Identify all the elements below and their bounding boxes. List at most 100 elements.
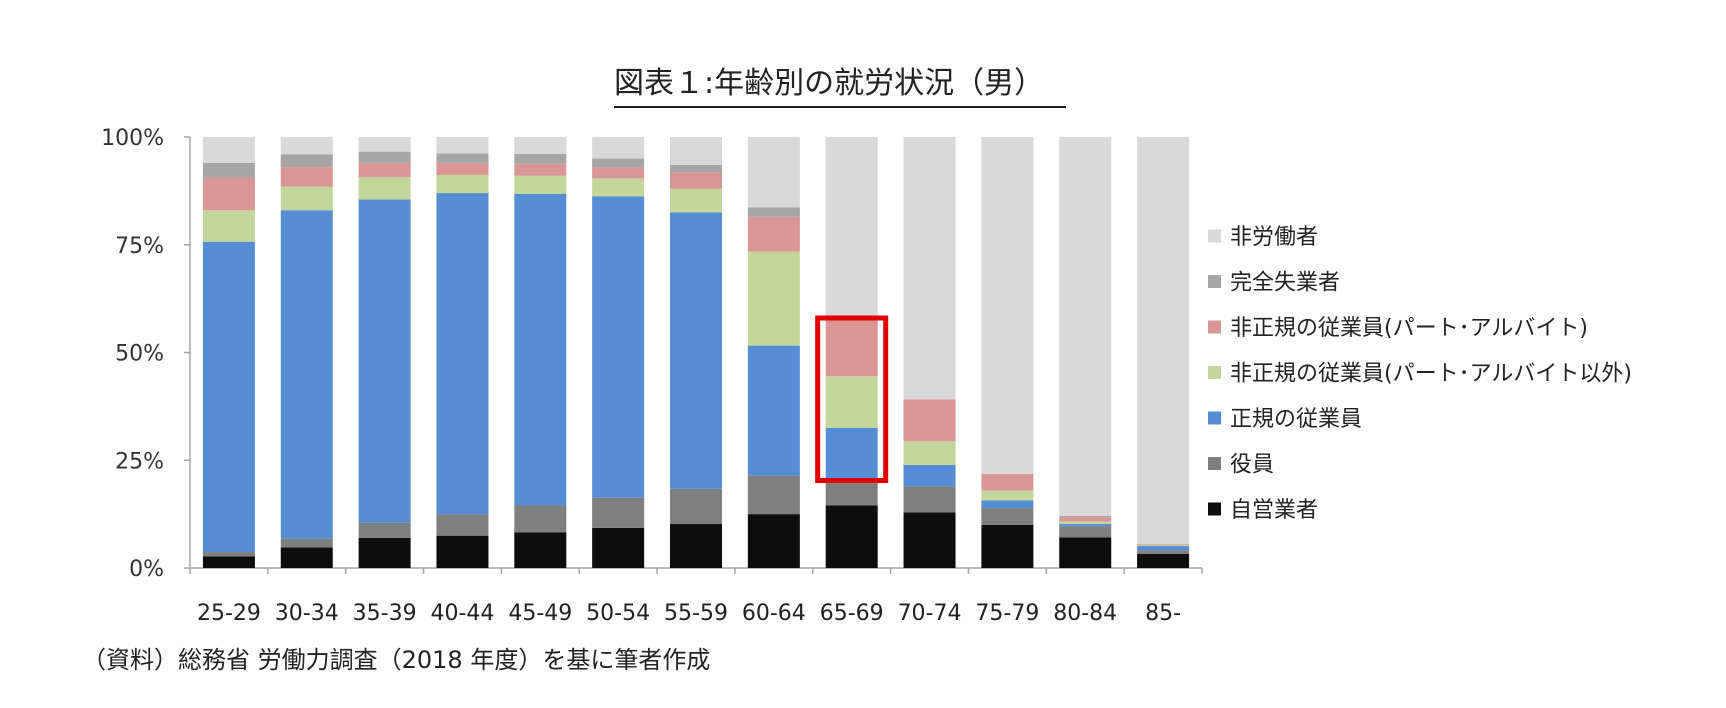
bar-segment [592,497,645,528]
bar-segment [1137,546,1190,551]
bar-segment [358,537,411,568]
bar-segment [1059,526,1112,538]
bar-stack-55-59 [670,137,722,568]
bar-segment [358,151,411,163]
legend-item: 非正規の従業員(パート･アルバイト) [1208,316,1588,341]
bar-segment [592,196,645,498]
bar-segment [981,474,1034,491]
bar-segment [903,512,956,568]
legend-label: 役員 [1230,453,1274,478]
bar-segment [825,480,878,506]
bar-segment [436,153,489,163]
legend-label: 非正規の従業員(パート･アルバイト以外) [1230,362,1632,387]
bar-segment [747,514,800,568]
legend-item: 非労働者 [1208,225,1318,250]
bar-segment [514,505,567,533]
bar-segment [747,475,800,515]
legend-label: 自営業者 [1230,498,1318,523]
legend-label: 非労働者 [1230,225,1318,250]
legend-label: 完全失業者 [1230,271,1340,296]
bar-segment [670,137,722,166]
bar-segment [1059,521,1112,525]
bar-segment [1137,553,1190,568]
bar-stack-70-74 [903,137,956,568]
bar-segment [436,514,489,536]
x-tick-label: 50-54 [586,601,650,626]
bar-segment [670,488,722,525]
bar-segment [670,172,722,189]
bar-segment [825,318,878,377]
bar-segment [1137,543,1190,545]
bar-stack-60-64 [747,137,800,568]
bar-segment [903,441,956,465]
legend-item: 非正規の従業員(パート･アルバイト以外) [1208,362,1632,387]
bar-segment [436,174,489,194]
bar-segment [280,186,333,211]
y-tick-labels: 0% 25% 50% 75% 100% [101,126,164,582]
bar-segment [280,538,333,548]
highlight-box-layer [815,315,889,484]
bar-segment [592,167,645,179]
y-tick-label: 75% [115,234,164,259]
bar-segment [436,162,489,175]
bar-segment [280,154,333,168]
bar-segment [202,210,255,242]
bar-segment [747,251,800,346]
x-tick-label: 55-59 [664,601,728,626]
bar-segment [514,137,567,154]
legend-item: 役員 [1208,453,1274,478]
bar-segment [747,345,800,476]
bar-segment [514,175,567,194]
bar-segment [358,162,411,178]
legend-swatch [1208,275,1221,288]
bar-stack-50-54 [592,137,645,568]
bar-segment [280,137,333,155]
legend-item: 自営業者 [1208,498,1318,523]
bar-segment [202,162,255,178]
y-tick-label: 0% [129,557,164,582]
bar-stack-80-84 [1059,137,1112,568]
bar-segment [436,193,489,515]
bar-segment [903,464,956,487]
legend-swatch [1208,411,1221,425]
bar-segment [670,212,722,489]
bar-segment [903,486,956,513]
bar-segment [592,137,645,159]
bar-segment [825,505,878,568]
legend-item: 完全失業者 [1208,271,1340,296]
highlight-box [815,315,889,484]
bar-segment [436,137,489,154]
legend-label: 非正規の従業員(パート･アルバイト) [1230,316,1588,341]
bar-segment [280,167,333,187]
bar-segment [981,500,1034,509]
bar-stack-85- [1137,137,1190,568]
bar-segment [747,216,800,252]
bar-stack-40-44 [436,137,489,568]
legend-swatch [1208,229,1221,243]
x-tick-label: 85- [1145,601,1181,626]
bar-segment [1059,137,1112,516]
bar-segment [280,210,333,539]
x-tick-label: 45-49 [508,601,572,626]
bar-segment [358,177,411,200]
bar-segment [1137,550,1190,554]
bar-segment [825,137,878,319]
bar-segment [514,153,567,164]
bar-segment [903,399,956,442]
bar-segment [670,188,722,213]
bar-segment [981,137,1034,475]
x-tick-labels: 25-29 30-34 35-39 40-44 45-49 50-54 55-59 60-64… [197,601,1181,626]
legend-swatch [1208,502,1221,516]
bar-segment [358,199,411,523]
legend-swatch [1208,366,1221,379]
bar-stack-30-34 [280,137,333,568]
bar-segment [981,490,1034,501]
bar-stack-75-79 [981,137,1034,568]
bar-segment [1059,537,1112,568]
bar-stack-45-49 [514,137,567,568]
bar-segment [358,137,411,152]
bar-segment [1059,524,1112,527]
bar-segment [670,524,722,568]
bar-segment [202,556,255,568]
